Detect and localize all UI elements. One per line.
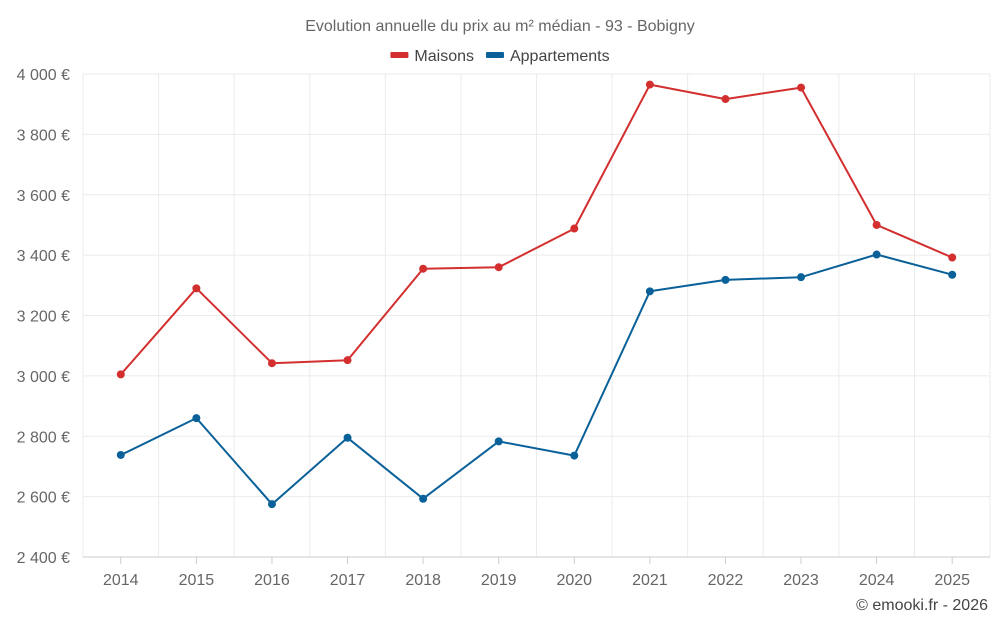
y-tick-label: 3 200 € (17, 309, 70, 326)
data-point-appartements[interactable] (419, 494, 428, 503)
x-tick-label: 2023 (783, 572, 819, 589)
data-point-maisons[interactable] (721, 95, 730, 104)
data-point-maisons[interactable] (494, 263, 503, 272)
data-point-maisons[interactable] (948, 253, 957, 262)
data-point-maisons[interactable] (116, 370, 125, 379)
x-tick-label: 2017 (330, 572, 366, 589)
data-point-maisons[interactable] (570, 224, 579, 233)
data-point-appartements[interactable] (645, 287, 654, 296)
x-tick-label: 2020 (556, 572, 592, 589)
data-point-appartements[interactable] (343, 433, 352, 442)
series-line-appartements (120, 253, 953, 506)
data-point-maisons[interactable] (872, 220, 881, 229)
data-point-appartements[interactable] (494, 437, 503, 446)
data-point-appartements[interactable] (192, 414, 201, 423)
legend-label: Maisons (414, 48, 474, 65)
series-line-maisons (120, 83, 953, 376)
data-point-maisons[interactable] (267, 359, 276, 368)
x-tick-label: 2021 (632, 572, 668, 589)
data-point-appartements[interactable] (721, 275, 730, 284)
x-tick-label: 2025 (934, 572, 970, 589)
credit-text: © emooki.fr - 2026 (856, 597, 988, 614)
data-point-maisons[interactable] (797, 83, 806, 92)
grid (82, 73, 991, 557)
y-tick-label: 2 600 € (17, 490, 70, 507)
legend-swatch-maisons[interactable] (390, 52, 409, 58)
y-tick-label: 3 800 € (17, 127, 70, 144)
x-tick-label: 2016 (254, 572, 290, 589)
x-tick-label: 2022 (708, 572, 744, 589)
data-point-appartements[interactable] (116, 450, 125, 459)
data-point-appartements[interactable] (570, 451, 579, 460)
legend-swatch-appartements[interactable] (485, 52, 504, 58)
series-appartements (116, 250, 957, 509)
series-maisons (116, 80, 957, 379)
data-point-maisons[interactable] (419, 264, 428, 273)
x-tick-label: 2015 (179, 572, 215, 589)
data-point-maisons[interactable] (645, 80, 654, 89)
x-tick-label: 2019 (481, 572, 517, 589)
y-tick-label: 4 000 € (17, 67, 70, 84)
x-tick-label: 2014 (103, 572, 139, 589)
y-tick-label: 3 400 € (17, 248, 70, 265)
y-tick-label: 2 800 € (17, 429, 70, 446)
data-point-appartements[interactable] (948, 270, 957, 279)
y-tick-label: 2 400 € (17, 550, 70, 567)
legend-label: Appartements (510, 48, 610, 65)
x-tick-label: 2018 (405, 572, 441, 589)
chart-title: Evolution annuelle du prix au m² médian … (305, 18, 695, 35)
data-point-maisons[interactable] (343, 356, 352, 365)
y-tick-label: 3 600 € (17, 188, 70, 205)
data-point-appartements[interactable] (872, 250, 881, 259)
x-tick-label: 2024 (859, 572, 895, 589)
y-tick-label: 3 000 € (17, 369, 70, 386)
data-point-maisons[interactable] (192, 284, 201, 293)
data-point-appartements[interactable] (797, 273, 806, 282)
legend: Maisons Appartements (390, 48, 610, 65)
series (116, 80, 957, 509)
axes: 2 400 € 2 600 € 2 800 € 3 000 € 3 200 € 3 400… (17, 67, 990, 589)
data-point-appartements[interactable] (267, 500, 276, 509)
